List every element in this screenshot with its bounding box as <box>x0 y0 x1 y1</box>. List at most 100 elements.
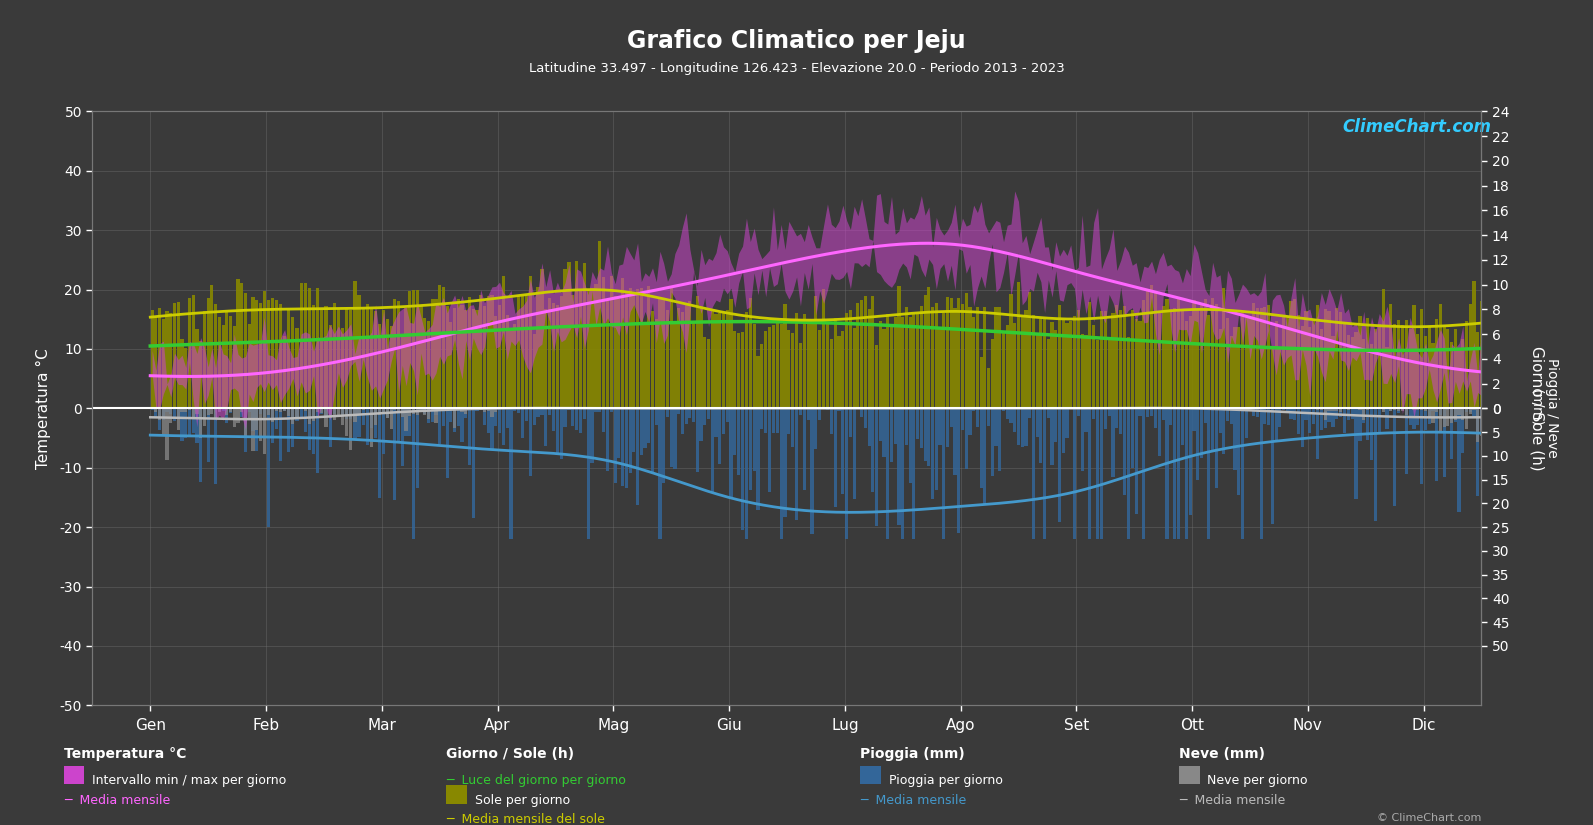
Bar <box>382 408 386 413</box>
Bar <box>1446 408 1450 409</box>
Bar <box>591 288 594 408</box>
Bar <box>1483 319 1486 408</box>
Bar <box>688 300 691 408</box>
Bar <box>1313 408 1316 424</box>
Bar <box>1047 339 1050 408</box>
Bar <box>1386 408 1389 409</box>
Bar <box>419 305 422 408</box>
Bar <box>680 312 683 408</box>
Bar <box>1266 408 1270 425</box>
Bar <box>768 327 771 408</box>
Bar <box>1313 320 1316 408</box>
Bar <box>1394 408 1395 506</box>
Bar <box>1316 408 1319 460</box>
Bar <box>263 408 266 454</box>
Bar <box>1400 408 1403 410</box>
Bar <box>304 408 307 412</box>
Bar <box>1381 408 1384 410</box>
Bar <box>1427 408 1431 417</box>
Bar <box>320 408 323 413</box>
Bar <box>613 408 616 483</box>
Bar <box>1408 329 1411 408</box>
Bar <box>1362 339 1365 408</box>
Bar <box>247 408 250 412</box>
Bar <box>965 408 969 469</box>
Bar <box>266 299 269 408</box>
Bar <box>357 408 360 437</box>
Bar <box>551 408 554 431</box>
Bar <box>263 408 266 417</box>
Bar <box>236 280 239 408</box>
Bar <box>746 408 749 539</box>
Bar <box>1297 408 1300 434</box>
Bar <box>427 408 430 422</box>
Bar <box>1461 408 1464 453</box>
Bar <box>1502 408 1505 417</box>
Bar <box>730 408 733 498</box>
Bar <box>1413 408 1416 409</box>
Bar <box>636 408 639 506</box>
Bar <box>1505 408 1509 441</box>
Bar <box>1123 306 1126 408</box>
Bar <box>213 408 217 418</box>
Bar <box>725 408 728 422</box>
Bar <box>475 408 478 410</box>
Bar <box>207 298 210 408</box>
Bar <box>1316 305 1319 408</box>
Bar <box>196 328 199 408</box>
Bar <box>655 408 658 425</box>
Text: Grafico Climatico per Jeju: Grafico Climatico per Jeju <box>628 29 965 53</box>
Bar <box>1024 310 1027 408</box>
Bar <box>1477 408 1480 496</box>
Bar <box>567 262 570 408</box>
Bar <box>1120 408 1123 433</box>
Bar <box>292 408 295 424</box>
Bar <box>287 408 290 452</box>
Bar <box>1126 408 1129 539</box>
Bar <box>787 408 790 434</box>
Bar <box>1282 408 1286 410</box>
Bar <box>1424 408 1427 411</box>
Bar <box>1525 318 1528 408</box>
Bar <box>1319 329 1322 408</box>
Bar <box>1536 408 1539 412</box>
Bar <box>583 408 586 419</box>
Bar <box>413 408 416 413</box>
Bar <box>953 309 956 408</box>
Bar <box>830 339 833 408</box>
Bar <box>1308 408 1311 409</box>
Bar <box>629 288 632 408</box>
Bar <box>424 318 427 408</box>
Bar <box>1416 408 1419 410</box>
Bar <box>252 408 255 431</box>
Bar <box>241 283 244 408</box>
Bar <box>405 408 408 436</box>
Bar <box>271 298 274 408</box>
Bar <box>457 299 460 408</box>
Bar <box>424 408 427 414</box>
Y-axis label: Giorno / Sole (h): Giorno / Sole (h) <box>1529 346 1544 471</box>
Bar <box>346 309 349 408</box>
Bar <box>999 408 1002 471</box>
Bar <box>1472 408 1475 410</box>
Bar <box>1153 292 1157 408</box>
Bar <box>833 408 836 507</box>
Bar <box>328 408 331 417</box>
Bar <box>483 306 486 408</box>
Text: Temperatura °C: Temperatura °C <box>64 747 186 761</box>
Bar <box>779 408 782 539</box>
Bar <box>393 408 397 409</box>
Bar <box>1351 408 1354 419</box>
Bar <box>1510 408 1513 417</box>
Bar <box>819 329 822 408</box>
Bar <box>803 408 806 490</box>
Bar <box>341 328 344 408</box>
Bar <box>583 263 586 408</box>
Bar <box>1513 408 1517 427</box>
Bar <box>532 334 535 408</box>
Text: ─  Media mensile: ─ Media mensile <box>1179 794 1286 807</box>
Bar <box>1419 408 1423 411</box>
Bar <box>871 408 875 493</box>
Bar <box>1438 408 1442 431</box>
Bar <box>559 408 562 459</box>
